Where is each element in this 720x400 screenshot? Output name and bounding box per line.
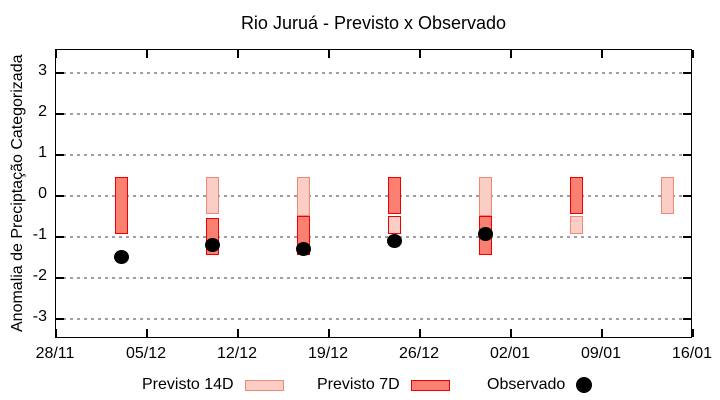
x-tick-label: 12/12 xyxy=(216,345,258,362)
x-tick-bottom xyxy=(237,329,239,337)
y-tick-right xyxy=(683,194,691,197)
y-tick-label: 1 xyxy=(38,143,47,161)
x-tick-label: 26/12 xyxy=(398,345,440,362)
x-tick-top xyxy=(237,50,239,58)
legend-item-previsto-14d: Previsto 14D xyxy=(142,374,284,396)
gridline xyxy=(56,153,691,156)
bar-previsto-14d xyxy=(296,177,310,216)
x-tick-top xyxy=(692,50,694,58)
gridline xyxy=(56,194,691,197)
plot-area xyxy=(55,49,694,338)
y-tick-label: -3 xyxy=(32,307,47,325)
legend-swatch-observed-dot-icon xyxy=(576,377,593,393)
x-tick-bottom xyxy=(146,329,148,337)
y-tick-right xyxy=(683,71,691,74)
legend-swatch-14d-icon xyxy=(244,379,284,391)
x-tick-bottom xyxy=(328,329,330,337)
x-tick-bottom xyxy=(601,329,603,337)
observed-dot xyxy=(295,241,311,256)
y-tick-right xyxy=(683,153,691,156)
legend-item-previsto-7d: Previsto 7D xyxy=(317,374,450,396)
y-tick-left xyxy=(56,71,64,74)
bar-previsto-14d xyxy=(478,177,492,216)
y-tick-right xyxy=(683,235,691,238)
x-tick-top xyxy=(419,50,421,58)
x-tick-label: 02/01 xyxy=(489,345,531,362)
y-tick-left xyxy=(56,235,64,238)
bar-previsto-7d xyxy=(569,177,583,214)
x-tick-top xyxy=(55,50,57,58)
y-tick-left xyxy=(56,153,64,156)
y-tick-right xyxy=(683,112,691,115)
x-tick-label: 19/12 xyxy=(307,345,349,362)
x-tick-bottom xyxy=(692,329,694,337)
bar-previsto-14d xyxy=(205,177,219,214)
bar-previsto-14d xyxy=(660,177,674,214)
x-tick-top xyxy=(328,50,330,58)
legend-item-observado: Observado xyxy=(487,374,593,396)
gridline xyxy=(56,235,691,238)
legend-label-previsto-14d: Previsto 14D xyxy=(142,376,234,393)
bar-previsto-14d xyxy=(387,216,401,235)
x-tick-label: 09/01 xyxy=(580,345,622,362)
observed-dot xyxy=(386,233,402,248)
legend-label-observado: Observado xyxy=(487,376,566,393)
y-tick-left xyxy=(56,194,64,197)
x-tick-bottom xyxy=(419,329,421,337)
observed-dot xyxy=(113,250,129,264)
legend-swatch-7d-icon xyxy=(410,379,450,391)
gridline xyxy=(56,112,691,115)
y-tick-label: -1 xyxy=(32,225,47,243)
gridline xyxy=(56,317,691,320)
y-tick-label: 0 xyxy=(38,184,47,202)
x-tick-bottom xyxy=(55,329,57,337)
bar-previsto-14d xyxy=(569,216,583,235)
y-tick-left xyxy=(56,317,64,320)
y-tick-left xyxy=(56,112,64,115)
observed-dot xyxy=(204,237,220,252)
observed-dot xyxy=(477,227,493,242)
x-tick-bottom xyxy=(510,329,512,337)
y-tick-label: -2 xyxy=(32,266,47,284)
gridline xyxy=(56,276,691,279)
x-tick-top xyxy=(601,50,603,58)
gridline xyxy=(56,71,691,74)
x-tick-label: 28/11 xyxy=(35,345,75,362)
bar-previsto-7d xyxy=(114,177,128,235)
legend-label-previsto-7d: Previsto 7D xyxy=(317,376,400,393)
y-tick-left xyxy=(56,276,64,279)
x-tick-top xyxy=(510,50,512,58)
y-tick-label: 2 xyxy=(38,102,47,120)
y-tick-label: 3 xyxy=(38,61,47,79)
x-tick-label: 16/01 xyxy=(671,345,713,362)
bar-previsto-7d xyxy=(387,177,401,214)
x-tick-label: 05/12 xyxy=(125,345,167,362)
y-tick-right xyxy=(683,276,691,279)
chart-title: Rio Juruá - Previsto x Observado xyxy=(240,13,507,33)
y-tick-right xyxy=(683,317,691,320)
x-tick-top xyxy=(146,50,148,58)
